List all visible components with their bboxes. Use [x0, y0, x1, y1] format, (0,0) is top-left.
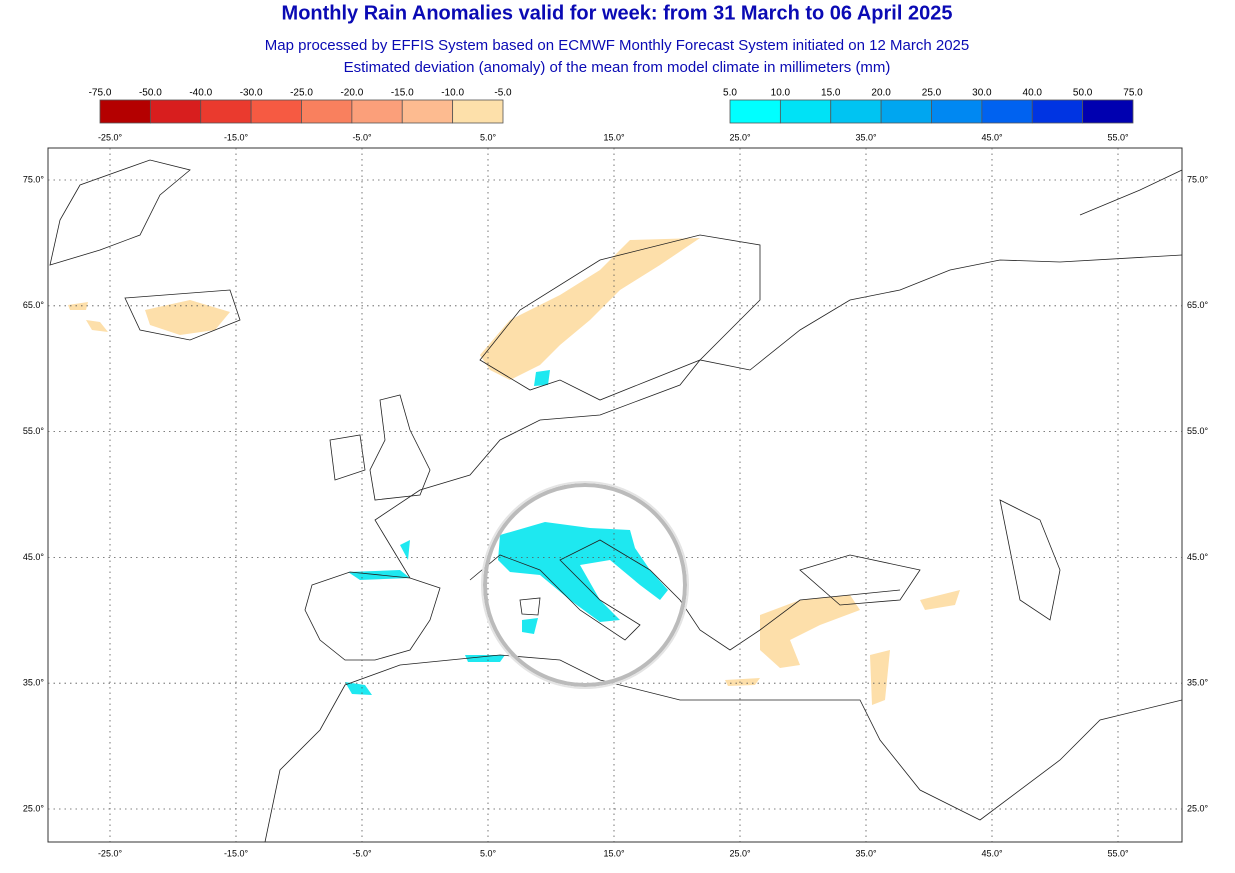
lon-label-bottom: -15.0° [224, 848, 249, 858]
lat-label-right: 45.0° [1187, 552, 1209, 562]
coastline [304, 571, 441, 661]
legend-label: -30.0 [240, 88, 263, 99]
map: -25.0° -25.0° -15.0° -15.0° -5.0° -5.0° 5.0° 5.… [23, 132, 1209, 858]
lat-label-right: 25.0° [1187, 803, 1209, 813]
coastline [519, 597, 541, 616]
legend-label: 10.0 [771, 88, 791, 99]
lat-label-left: 55.0° [23, 426, 45, 436]
magnifier [483, 483, 687, 687]
legend-label: 30.0 [972, 88, 992, 99]
lon-label-bottom: 25.0° [729, 848, 751, 858]
legends: -75.0 -50.0 -40.0 -30.0 -25.0 -20.0 -15.0 -10.0… [89, 88, 1143, 124]
legend-swatch [880, 99, 932, 124]
lat-label-left: 75.0° [23, 174, 45, 184]
lon-label-top: 45.0° [981, 132, 1003, 142]
legend-swatch [1031, 99, 1084, 124]
coastline [799, 499, 1061, 621]
legend-swatch [981, 99, 1033, 124]
title: Monthly Rain Anomalies valid for week: f… [282, 2, 953, 24]
dry-area [725, 590, 960, 705]
lon-label-bottom: 35.0° [855, 848, 877, 858]
legend-label: -20.0 [340, 88, 363, 99]
lat-label-left: 45.0° [23, 552, 45, 562]
dry-area [480, 238, 700, 380]
legend-label: -75.0 [89, 88, 112, 99]
lon-label-bottom: 15.0° [603, 848, 625, 858]
coastline [479, 234, 761, 401]
legend-swatch [351, 99, 403, 124]
legend-label: 75.0 [1123, 88, 1143, 99]
lat-label-right: 55.0° [1187, 426, 1209, 436]
legend-label: -50.0 [139, 88, 162, 99]
legend-label: 20.0 [871, 88, 891, 99]
magnifier-edge [481, 481, 689, 689]
lon-label-top: 25.0° [729, 132, 751, 142]
legend-swatch [99, 99, 151, 124]
legend-label: -15.0 [391, 88, 414, 99]
lat-label-right: 35.0° [1187, 678, 1209, 688]
lat-label-right: 65.0° [1187, 300, 1209, 310]
legend-label: -40.0 [189, 88, 212, 99]
lon-label-top: -25.0° [98, 132, 123, 142]
dry-area [145, 300, 230, 335]
legend-label: -5.0 [494, 88, 512, 99]
legend-label: 25.0 [922, 88, 942, 99]
subtitle: Map processed by EFFIS System based on E… [265, 37, 969, 54]
legend-label: -25.0 [290, 88, 313, 99]
description: Estimated deviation (anomaly) of the mea… [344, 59, 891, 76]
lon-label-bottom: 55.0° [1107, 848, 1129, 858]
legend-label: 5.0 [723, 88, 737, 99]
coastlines [49, 159, 1183, 843]
legend-swatch [301, 99, 353, 124]
legend-swatch [830, 99, 882, 124]
legend-swatch [931, 99, 983, 124]
coastline [49, 159, 1183, 341]
lat-label-left: 25.0° [23, 803, 45, 813]
coastline [264, 654, 1183, 843]
lon-label-top: -15.0° [224, 132, 249, 142]
lon-label-top: 5.0° [480, 132, 497, 142]
lon-label-top: 15.0° [603, 132, 625, 142]
lon-label-top: -5.0° [352, 132, 372, 142]
lon-label-bottom: -25.0° [98, 848, 123, 858]
lon-label-bottom: 5.0° [480, 848, 497, 858]
coastline [469, 539, 901, 651]
legend-swatch [250, 99, 302, 124]
dry-area [68, 302, 108, 332]
wet-area-strong [525, 532, 620, 555]
legend-swatch [452, 99, 504, 124]
grid: -25.0° -25.0° -15.0° -15.0° -5.0° -5.0° 5.0° 5.… [23, 132, 1209, 858]
lon-label-top: 35.0° [855, 132, 877, 142]
legend-label: -10.0 [441, 88, 464, 99]
legend-label: 40.0 [1023, 88, 1043, 99]
wet-area [498, 522, 668, 622]
legend-swatch [1082, 99, 1134, 124]
anomalies [68, 238, 960, 705]
legend-swatch [401, 99, 454, 124]
coastline [374, 254, 1183, 579]
lat-label-left: 35.0° [23, 678, 45, 688]
legend-swatch [729, 99, 781, 124]
lat-label-right: 75.0° [1187, 174, 1209, 184]
lon-label-bottom: -5.0° [352, 848, 372, 858]
legend-swatch [200, 99, 252, 124]
coastline [329, 394, 431, 501]
lat-label-left: 65.0° [23, 300, 45, 310]
legend-label: 15.0 [821, 88, 841, 99]
map-frame [47, 147, 1183, 843]
legend-label: 50.0 [1073, 88, 1093, 99]
lon-label-bottom: 45.0° [981, 848, 1003, 858]
legend-swatch [149, 99, 202, 124]
legend-swatch [779, 99, 832, 124]
lon-label-top: 55.0° [1107, 132, 1129, 142]
